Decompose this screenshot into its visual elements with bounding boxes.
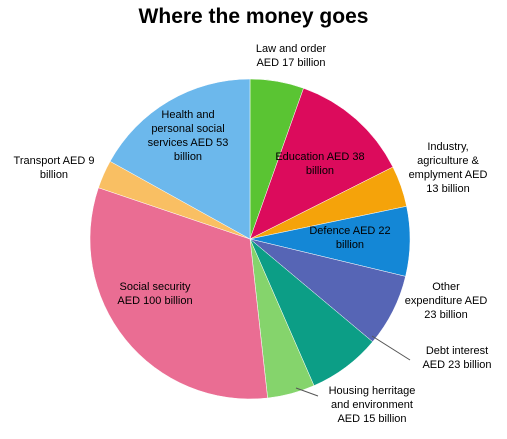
slice-label-2: Industry, agriculture & emplyment AED 13… — [408, 141, 488, 195]
chart-title: Where the money goes — [138, 5, 369, 28]
slice-label-4: Other expenditure AED 23 billion — [404, 281, 488, 321]
slice-label-0: Law and order AED 17 billion — [255, 43, 327, 69]
slice-label-1: Education AED 38 billion — [275, 151, 365, 177]
leader-line-5 — [371, 335, 411, 361]
slice-label-8: Transport AED 9 billion — [13, 155, 95, 181]
slice-label-9: Health and personal social services AED … — [147, 109, 229, 163]
slice-label-5: Debt interest AED 23 billion — [422, 345, 492, 371]
pie-slice-9 — [109, 78, 251, 240]
slice-label-3: Defence AED 22 billion — [309, 225, 391, 251]
slice-label-7: Social security AED 100 billion — [117, 281, 193, 307]
leader-line-6 — [295, 387, 319, 397]
pie-slice-7 — [89, 187, 268, 400]
pie-slice-1 — [249, 87, 394, 240]
slice-label-6: Housing herritage and environment AED 15… — [328, 385, 416, 425]
